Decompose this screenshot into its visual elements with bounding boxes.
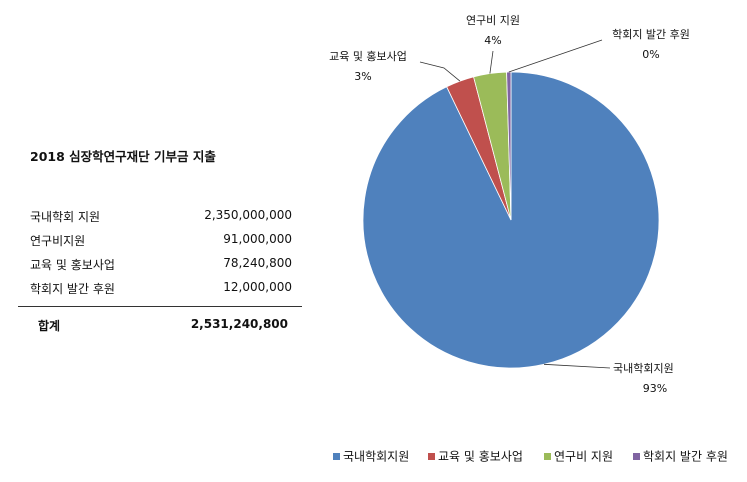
slice-percent-label: 4% bbox=[484, 34, 501, 47]
leader-line bbox=[508, 39, 603, 73]
legend: 국내학회지원 교육 및 홍보사업 연구비 지원 학회지 발간 후원 bbox=[333, 450, 728, 464]
total-amount: 2,531,240,800 bbox=[190, 317, 288, 331]
legend-label: 국내학회지원 bbox=[343, 450, 409, 464]
row-amount: 12,000,000 bbox=[223, 280, 292, 294]
table-row: 국내학회 지원 2,350,000,000 bbox=[30, 208, 292, 226]
row-amount: 78,240,800 bbox=[223, 256, 292, 270]
row-name: 국내학회 지원 bbox=[30, 210, 101, 224]
pie-slice bbox=[506, 71, 512, 221]
leader-line bbox=[543, 363, 611, 369]
row-name: 교육 및 홍보사업 bbox=[30, 258, 115, 272]
row-amount: 2,350,000,000 bbox=[204, 208, 292, 222]
slice-name-label: 국내학회지원 bbox=[613, 362, 674, 375]
slice-name-label: 교육 및 홍보사업 bbox=[329, 49, 407, 63]
row-name: 연구비지원 bbox=[30, 234, 86, 248]
pie-slices bbox=[362, 71, 660, 369]
total-row: 합계 2,531,240,800 bbox=[30, 317, 288, 335]
slice-name-label: 학회지 발간 후원 bbox=[612, 28, 690, 41]
legend-label: 교육 및 홍보사업 bbox=[438, 450, 523, 464]
slice-labels: 국내학회지원 93% 교육 및 홍보사업 3% 연구비 지원 4% 학회지 발간 후원 0% bbox=[329, 14, 690, 395]
total-label: 합계 bbox=[38, 319, 61, 333]
legend-swatch bbox=[544, 453, 551, 460]
table-row: 학회지 발간 후원 12,000,000 bbox=[30, 280, 292, 298]
table-title: 2018 심장학연구재단 기부금 지출 bbox=[30, 149, 216, 164]
row-amount: 91,000,000 bbox=[223, 232, 292, 246]
legend-label: 연구비 지원 bbox=[554, 450, 613, 464]
table-divider bbox=[18, 306, 302, 307]
slice-percent-label: 93% bbox=[643, 382, 667, 395]
slice-percent-label: 0% bbox=[642, 48, 659, 61]
table-row: 교육 및 홍보사업 78,240,800 bbox=[30, 256, 292, 274]
leader-line bbox=[489, 50, 494, 74]
row-name: 학회지 발간 후원 bbox=[30, 282, 115, 296]
slice-percent-label: 3% bbox=[354, 70, 371, 83]
legend-swatch bbox=[428, 453, 435, 460]
table-row: 연구비지원 91,000,000 bbox=[30, 232, 292, 250]
legend-label: 학회지 발간 후원 bbox=[643, 450, 728, 464]
slice-name-label: 연구비 지원 bbox=[466, 14, 520, 27]
legend-swatch bbox=[333, 453, 340, 460]
leader-lines bbox=[419, 39, 611, 369]
legend-swatch bbox=[633, 453, 640, 460]
leader-line bbox=[419, 61, 461, 82]
